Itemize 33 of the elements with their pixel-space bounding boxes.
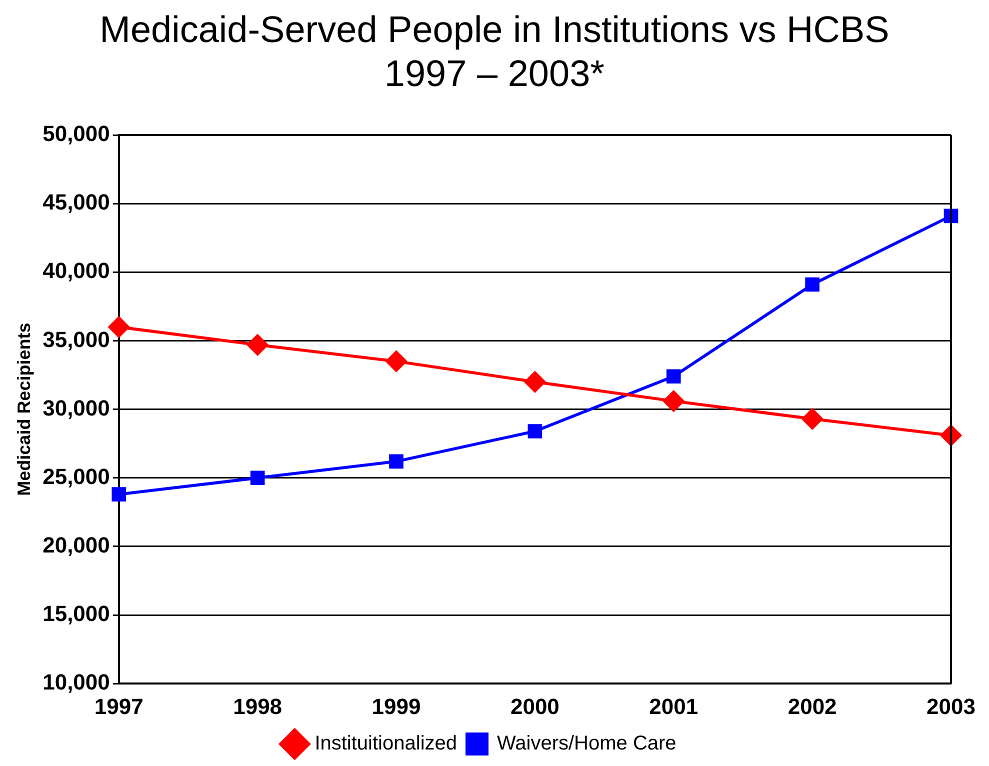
point bbox=[250, 470, 265, 486]
x-tick-label: 1998 bbox=[233, 694, 282, 719]
legend-label: Waivers/Home Care bbox=[497, 732, 676, 755]
y-tick-label: 35,000 bbox=[42, 326, 110, 352]
y-tick-label: 10,000 bbox=[42, 670, 110, 695]
x-tick-label: 1999 bbox=[372, 694, 421, 719]
y-tick-label: 20,000 bbox=[42, 532, 110, 558]
y-tick-label: 30,000 bbox=[42, 395, 110, 420]
y-tick-label: 15,000 bbox=[42, 601, 110, 626]
y-tick-label: 25,000 bbox=[42, 464, 110, 489]
y-tick-label: 50,000 bbox=[42, 121, 110, 146]
point bbox=[112, 487, 126, 502]
point bbox=[389, 454, 404, 469]
point bbox=[524, 371, 546, 392]
x-tick-label: 2003 bbox=[926, 694, 976, 719]
x-tick-label: 2000 bbox=[510, 694, 560, 719]
point bbox=[666, 369, 681, 384]
x-tick-label: 2002 bbox=[788, 694, 837, 719]
y-tick-label: 40,000 bbox=[42, 258, 110, 284]
chart-subtitle: 1997 – 2003* bbox=[383, 52, 606, 96]
point bbox=[528, 424, 542, 438]
point bbox=[108, 316, 130, 338]
legend-label: Instituitionalized bbox=[314, 732, 458, 755]
x-tick-label: 2001 bbox=[649, 694, 698, 719]
point bbox=[663, 390, 684, 412]
point bbox=[802, 408, 823, 430]
chart-title: Medicaid-Served People in Institutions vs HCBS bbox=[98, 8, 890, 52]
point bbox=[247, 334, 268, 356]
y-axis-title: Medicaid Recipients bbox=[14, 322, 34, 496]
x-tick-label: 1997 bbox=[94, 694, 144, 719]
point bbox=[805, 277, 820, 292]
y-tick-label: 45,000 bbox=[42, 190, 110, 215]
point bbox=[386, 350, 407, 372]
